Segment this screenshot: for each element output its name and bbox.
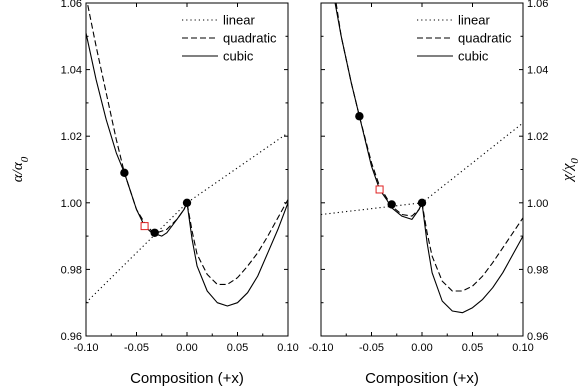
plot-area — [86, 3, 288, 307]
marker-filled — [355, 112, 364, 121]
x-tick-label: 0.00 — [411, 342, 432, 354]
y-tick-label: 0.98 — [527, 264, 548, 276]
y-axis-label: χ/χ0 — [560, 158, 581, 183]
y-tick-label: 1.04 — [527, 65, 548, 77]
plot-frame — [320, 2, 524, 337]
legend-label-linear: linear — [458, 13, 490, 28]
legend-label-cubic: cubic — [458, 49, 489, 64]
plot-area — [321, 3, 523, 314]
y-tick-label: 1.04 — [61, 65, 82, 77]
series-linear — [86, 132, 288, 304]
marker-open-square — [140, 222, 149, 231]
series-cubic — [86, 32, 288, 307]
x-tick-label: 0.10 — [277, 342, 298, 354]
right-panel: -0.10 -0.05 0.00 0.05 0.100.96 0.98 1.00 1.02 1.… — [308, 0, 581, 387]
x-tick-label: -0.10 — [308, 342, 333, 354]
left-panel: -0.10 -0.05 0.00 0.05 0.10 0.96 0.98 1.00 1.02 1.… — [10, 0, 299, 387]
series-cubic — [334, 3, 523, 314]
x-tick-label: -0.10 — [73, 342, 98, 354]
legend-label-quadratic: quadratic — [223, 31, 277, 46]
y-tick-label: 1.00 — [61, 198, 82, 210]
y-tick-label: 1.06 — [527, 0, 548, 10]
y-tick-label: 0.96 — [527, 331, 548, 343]
legend-label-cubic: cubic — [223, 49, 254, 64]
marker-filled — [150, 228, 159, 237]
plot-frame — [85, 2, 289, 337]
y-tick-label: 0.98 — [61, 264, 82, 276]
x-tick-label: 0.05 — [227, 342, 248, 354]
x-tick-label: -0.05 — [359, 342, 384, 354]
marker-filled — [387, 200, 396, 209]
legend-label-quadratic: quadratic — [458, 31, 512, 46]
x-axis-label: Composition (+x) — [365, 370, 479, 387]
marker-open-square — [375, 185, 384, 194]
y-tick-label: 1.00 — [527, 198, 548, 210]
x-tick-label: -0.05 — [124, 342, 149, 354]
marker-filled — [417, 198, 427, 207]
x-tick-label: 0.00 — [176, 342, 197, 354]
legend: linear quadratic cubic — [417, 13, 512, 64]
x-tick-label: 0.10 — [512, 342, 533, 354]
legend: linear quadratic cubic — [182, 13, 277, 64]
legend-label-linear: linear — [223, 13, 255, 28]
x-axis-label: Composition (+x) — [130, 370, 244, 387]
series-quadratic — [335, 3, 523, 292]
y-tick-label: 1.02 — [61, 131, 82, 143]
marker-filled — [120, 168, 129, 178]
x-tick-label: 0.05 — [462, 342, 483, 354]
marker-filled — [182, 198, 192, 207]
y-tick-label: 0.96 — [61, 331, 82, 343]
y-tick-label: 1.06 — [61, 0, 82, 10]
y-tick-label: 1.02 — [527, 131, 548, 143]
y-axis-label: α/α0 — [10, 156, 31, 182]
